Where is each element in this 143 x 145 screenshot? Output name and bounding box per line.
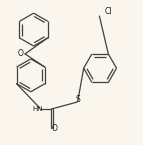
Text: S: S bbox=[76, 95, 80, 104]
Text: Cl: Cl bbox=[105, 7, 113, 16]
Text: HN: HN bbox=[33, 106, 43, 112]
Text: O: O bbox=[52, 125, 58, 134]
Text: O: O bbox=[18, 49, 24, 58]
